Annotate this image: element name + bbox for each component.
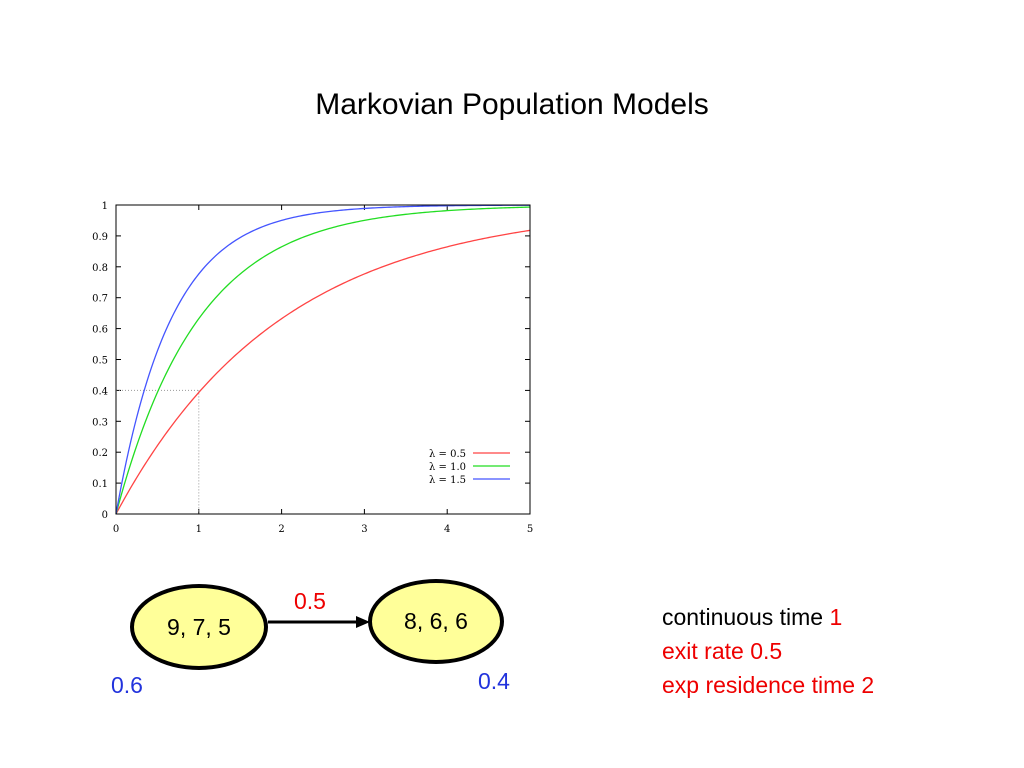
- series-line: [115, 206, 531, 515]
- legend-label: λ = 0.5: [429, 449, 466, 460]
- y-tick-label: 0.3: [92, 417, 108, 428]
- series-line: [115, 204, 531, 515]
- y-tick-label: 0.1: [92, 479, 108, 490]
- series-line: [115, 229, 531, 515]
- note-continuous-time-value: 1: [829, 604, 843, 630]
- y-tick-label: 0: [102, 510, 108, 521]
- x-tick-label: 5: [527, 524, 533, 535]
- y-tick-label: 0.9: [92, 232, 108, 243]
- transition-rate-label: 0.5: [294, 588, 326, 614]
- x-tick-label: 2: [278, 524, 284, 535]
- x-tick-label: 3: [361, 524, 367, 535]
- y-tick-label: 0.8: [92, 263, 108, 274]
- prob-b-label: 0.4: [478, 668, 510, 694]
- cdf-chart: 0 0.1 0.2 0.3 0.4 0.5 0.6 0.7 0.8 0.9 1 0 1 2 3 4 5 λ = …: [92, 201, 533, 535]
- y-tick-label: 0.2: [92, 448, 108, 459]
- note-exit-rate: exit rate 0.5: [662, 638, 783, 664]
- prob-a-label: 0.6: [111, 672, 143, 698]
- legend-label: λ = 1.5: [429, 475, 466, 486]
- y-tick-label: 0.5: [92, 356, 108, 367]
- notes-block: continuous time 1 exit rate 0.5 exp resi…: [662, 600, 874, 702]
- state-a-label: 9, 7, 5: [167, 613, 231, 640]
- x-tick-label: 1: [196, 524, 202, 535]
- note-continuous-time-text: continuous time: [662, 604, 824, 630]
- legend-label: λ = 1.0: [429, 462, 466, 473]
- plot-frame: [115, 204, 531, 515]
- note-continuous-time: continuous time 1: [662, 600, 874, 634]
- y-tick-label: 1: [102, 201, 108, 212]
- y-tick-label: 0.6: [92, 325, 108, 336]
- slide-title: Markovian Population Models: [315, 88, 709, 121]
- y-tick-label: 0.4: [92, 386, 108, 397]
- x-tick-label: 0: [113, 524, 119, 535]
- state-node-b: 8, 6, 6: [368, 579, 504, 664]
- x-tick-label: 4: [444, 524, 450, 535]
- state-node-a: 9, 7, 5: [130, 584, 268, 670]
- note-residence-time: exp residence time 2: [662, 672, 875, 698]
- y-tick-label: 0.7: [92, 294, 108, 305]
- state-b-label: 8, 6, 6: [404, 608, 468, 634]
